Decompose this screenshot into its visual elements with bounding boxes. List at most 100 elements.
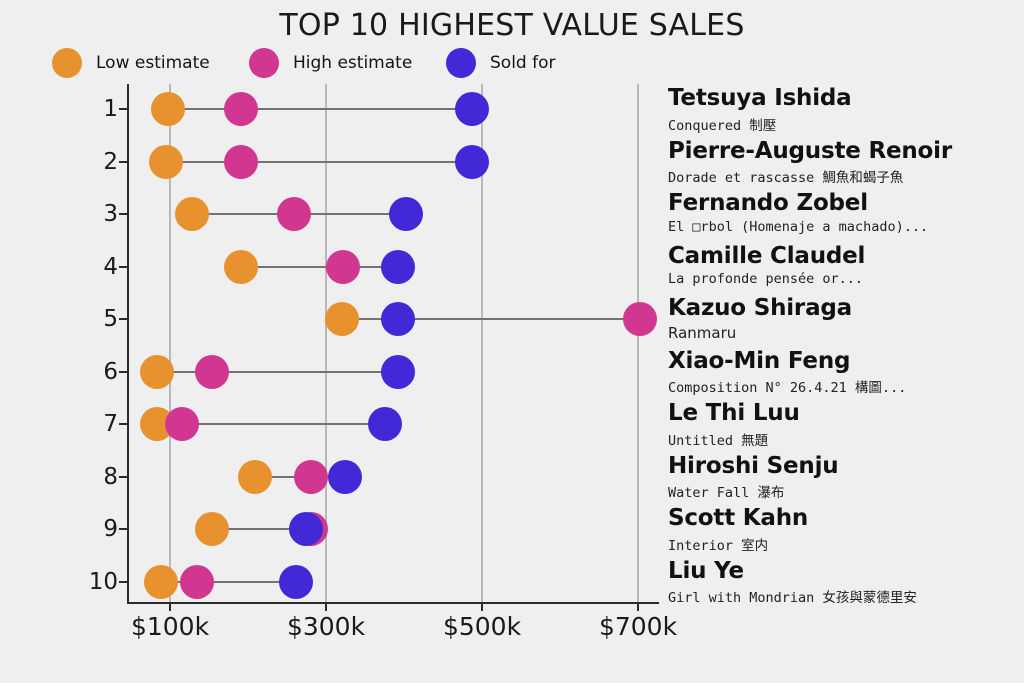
data-point-high[interactable] [277, 197, 312, 231]
y-tick-mark-4 [119, 265, 128, 268]
artist-name: Kazuo Shiraga [668, 295, 852, 321]
artist-name: Le Thi Luu [668, 400, 800, 426]
y-tick-label-4: 4 [103, 253, 118, 280]
artist-labels-group: Tetsuya Ishida Conquered 制壓 Pierre-Auguste… [668, 84, 1024, 606]
data-point-high[interactable] [326, 249, 361, 284]
data-point-high[interactable] [223, 92, 258, 126]
data-point-low[interactable] [144, 564, 179, 599]
y-tick-mark-10 [119, 580, 128, 583]
data-point-high[interactable] [164, 407, 199, 441]
data-point-low[interactable] [149, 144, 184, 179]
legend-swatch-sold-icon [446, 48, 476, 78]
artwork-title: Ranmaru [668, 323, 737, 342]
data-point-high[interactable] [223, 144, 258, 179]
connector-line [167, 108, 472, 110]
legend-item-sold[interactable]: Sold for [446, 46, 556, 80]
connector-line [166, 160, 472, 163]
artist-name: Liu Ye [668, 557, 744, 584]
y-tick-mark-1 [119, 108, 128, 110]
x-tick-mark-300k [325, 602, 327, 611]
connector-line [156, 423, 386, 425]
data-point-low[interactable] [238, 459, 273, 494]
data-point-low[interactable] [324, 302, 359, 336]
y-tick-mark-7 [119, 423, 128, 425]
y-tick-label-8: 8 [103, 463, 118, 490]
artwork-title: Dorade et rascasse 鯛魚和蝎子魚 [668, 170, 904, 187]
y-tick-label-9: 9 [103, 516, 118, 542]
artist-label-block[interactable]: Liu Ye Girl with Mondrian 女孩與蒙德里安 [668, 557, 1024, 607]
artwork-title: La profonde pensée or... [668, 271, 864, 288]
artist-name: Scott Kahn [668, 505, 809, 531]
y-tick-label-3: 3 [103, 201, 118, 227]
artwork-title: Water Fall 瀑布 [668, 485, 785, 502]
artist-name: Xiao-Min Feng [668, 347, 851, 374]
y-tick-label-7: 7 [103, 411, 118, 437]
x-tick-label-700k: $700k [598, 612, 678, 641]
artist-label-block[interactable]: Kazuo Shiraga Ranmaru [668, 295, 1024, 342]
artist-name: Camille Claudel [668, 242, 866, 269]
artist-label-block[interactable]: Scott Kahn Interior 室内 [668, 505, 1024, 554]
data-point-sold[interactable] [327, 459, 362, 494]
connector-line [240, 265, 398, 268]
data-point-high[interactable] [622, 302, 657, 336]
y-tick-mark-5 [119, 318, 128, 320]
artwork-title: El □rbol (Homenaje a machado)... [668, 218, 929, 235]
y-tick-mark-9 [119, 528, 128, 530]
data-point-sold[interactable] [380, 354, 415, 389]
data-point-sold[interactable] [454, 92, 489, 126]
artist-label-block[interactable]: Tetsuya Ishida Conquered 制壓 [668, 85, 1024, 134]
data-point-high[interactable] [294, 459, 329, 494]
connector-line [156, 370, 398, 373]
data-point-sold[interactable] [380, 302, 415, 336]
artist-label-block[interactable]: Hiroshi Senju Water Fall 瀑布 [668, 452, 1024, 502]
artist-label-block[interactable]: Pierre-Auguste Renoir Dorade et rascasse … [668, 137, 1024, 187]
y-tick-mark-2 [119, 160, 128, 163]
y-tick-label-5: 5 [103, 306, 118, 332]
y-tick-label-10: 10 [88, 568, 118, 595]
legend-item-high[interactable]: High estimate [249, 46, 412, 80]
data-point-high[interactable] [179, 564, 214, 599]
artist-label-block[interactable]: Camille Claudel La profonde pensée or... [668, 242, 1024, 288]
artist-label-block[interactable]: Le Thi Luu Untitled 無題 [668, 400, 1024, 449]
connector-line [212, 528, 312, 530]
legend-label-sold: Sold for [490, 53, 556, 73]
x-tick-label-300k: $300k [286, 612, 366, 641]
data-point-low[interactable] [195, 512, 230, 546]
y-tick-label-2: 2 [103, 148, 118, 175]
artist-name: Pierre-Auguste Renoir [668, 137, 952, 164]
y-tick-mark-8 [119, 475, 128, 478]
data-point-high[interactable] [195, 354, 230, 389]
data-point-sold[interactable] [288, 512, 323, 546]
data-point-sold[interactable] [380, 249, 415, 284]
artist-name: Fernando Zobel [668, 190, 868, 216]
x-tick-mark-100k [169, 602, 171, 611]
y-tick-mark-3 [119, 213, 128, 215]
legend-label-low: Low estimate [96, 53, 210, 73]
data-point-low[interactable] [223, 249, 258, 284]
data-point-low[interactable] [139, 354, 174, 389]
data-point-sold[interactable] [368, 407, 403, 441]
artwork-title: Composition N° 26.4.21 構圖... [668, 380, 907, 397]
data-point-low[interactable] [174, 197, 209, 231]
artist-label-block[interactable]: Xiao-Min Feng Composition N° 26.4.21 構圖..… [668, 347, 1024, 397]
gridline-100k [169, 84, 171, 602]
artist-name: Tetsuya Ishida [668, 85, 852, 111]
artist-label-block[interactable]: Fernando Zobel El □rbol (Homenaje a macha… [668, 190, 1024, 235]
data-point-sold[interactable] [389, 197, 424, 231]
x-axis-spine [127, 602, 659, 604]
artist-name: Hiroshi Senju [668, 452, 839, 479]
data-point-low[interactable] [150, 92, 185, 126]
legend-label-high: High estimate [293, 53, 413, 73]
y-tick-label-1: 1 [103, 96, 118, 122]
gridline-500k [481, 84, 483, 602]
y-tick-label-6: 6 [103, 358, 118, 385]
data-point-sold[interactable] [279, 564, 314, 599]
y-axis-spine [127, 84, 129, 603]
legend-item-low[interactable]: Low estimate [52, 46, 210, 80]
artwork-title: Untitled 無題 [668, 432, 769, 449]
page-title: TOP 10 HIGHEST VALUE SALES [279, 8, 745, 43]
gridline-300k [325, 84, 327, 602]
data-point-sold[interactable] [454, 144, 489, 179]
x-tick-mark-700k [637, 602, 639, 611]
